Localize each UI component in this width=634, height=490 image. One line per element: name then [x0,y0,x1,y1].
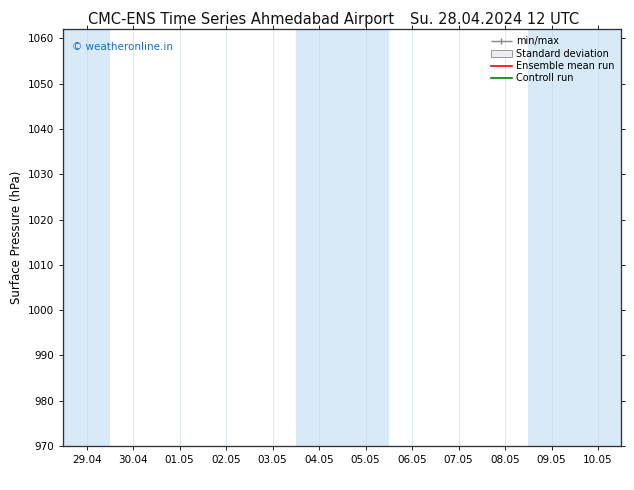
Y-axis label: Surface Pressure (hPa): Surface Pressure (hPa) [10,171,23,304]
Bar [63,29,110,446]
Text: © weatheronline.in: © weatheronline.in [72,42,173,52]
Text: Su. 28.04.2024 12 UTC: Su. 28.04.2024 12 UTC [410,12,579,27]
Bar [528,29,575,446]
Legend: min/max, Standard deviation, Ensemble mean run, Controll run: min/max, Standard deviation, Ensemble me… [487,32,618,87]
Text: CMC-ENS Time Series Ahmedabad Airport: CMC-ENS Time Series Ahmedabad Airport [88,12,394,27]
Bar [342,29,389,446]
Bar [575,29,621,446]
Bar [296,29,342,446]
